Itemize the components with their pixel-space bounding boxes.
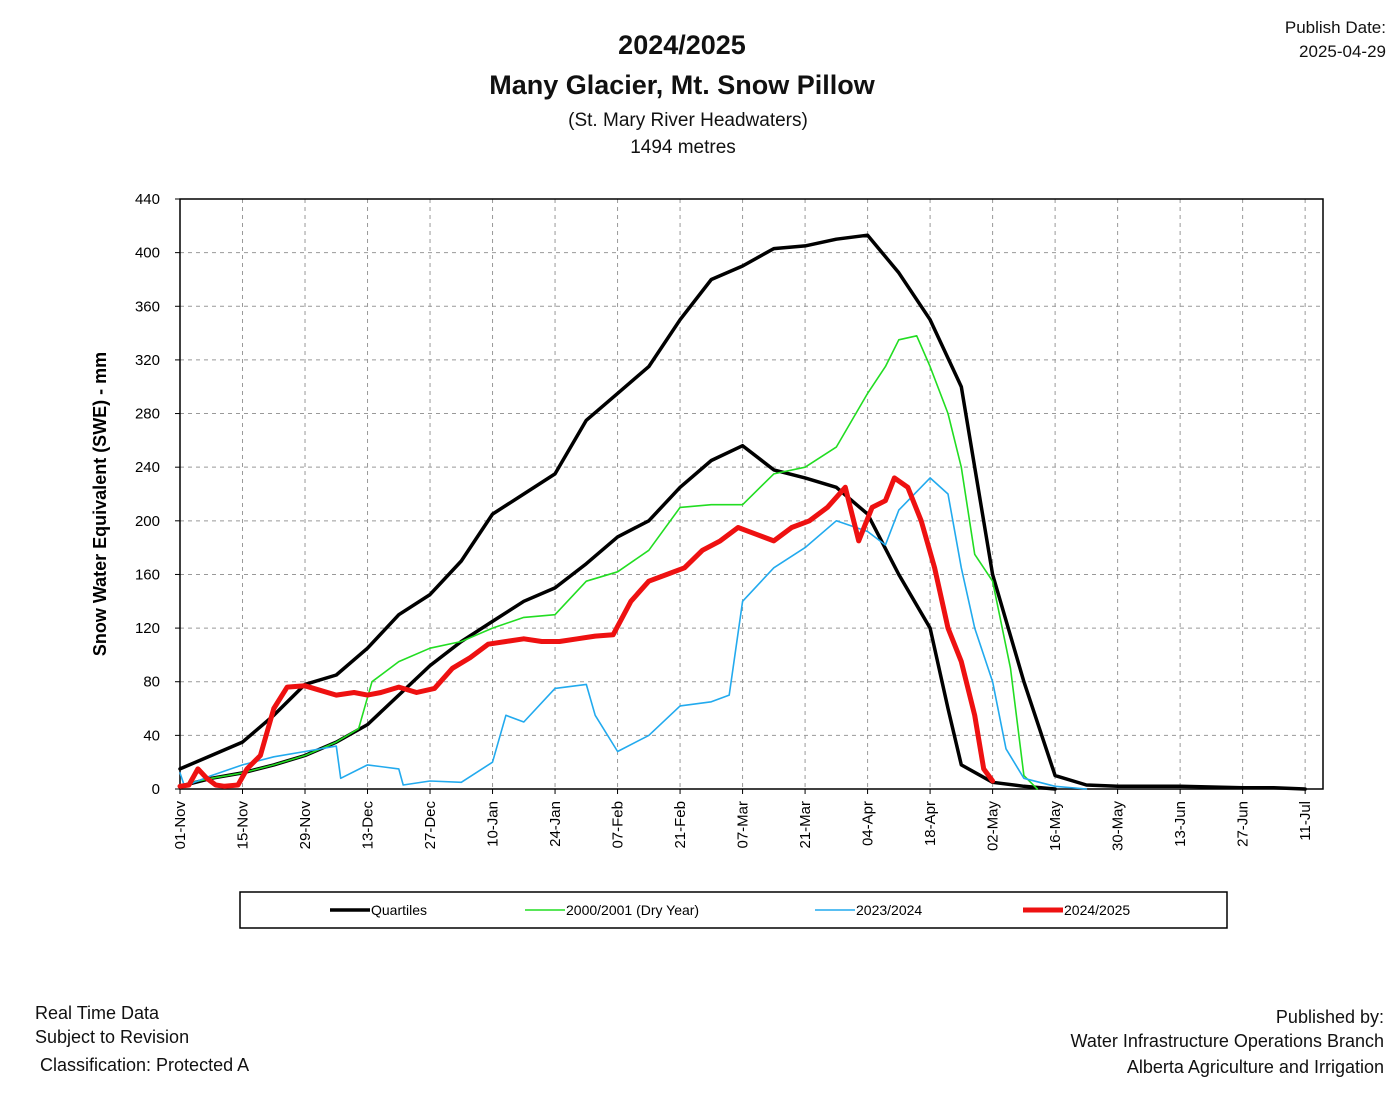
x-tick-label: 13-Dec <box>360 801 377 850</box>
y-tick-label: 200 <box>135 513 160 530</box>
series-line-dry-year <box>179 335 1039 790</box>
series-line-upper-quartile <box>178 233 1307 791</box>
series-line-last-year <box>179 477 1088 790</box>
y-tick-label: 280 <box>135 406 160 423</box>
legend-label: 2024/2025 <box>1064 902 1130 918</box>
chart-legend: Quartiles 2000/2001 (Dry Year) 2023/2024 20… <box>239 891 1228 929</box>
chart-subtitle-elevation: 1494 metres <box>630 137 736 158</box>
legend-label: 2000/2001 (Dry Year) <box>566 902 699 918</box>
footer-revision-note: Subject to Revision <box>35 1027 190 1047</box>
x-tick-label: 29-Nov <box>297 801 314 850</box>
x-tick-label: 07-Mar <box>735 801 752 849</box>
x-tick-label: 27-Jun <box>1235 801 1252 847</box>
x-tick-label: 15-Nov <box>235 801 252 850</box>
series-line-current <box>177 475 996 789</box>
x-tick-label: 13-Jun <box>1172 801 1189 847</box>
y-axis-label: Snow Water Equivalent (SWE) - mm <box>90 352 110 656</box>
legend-label: Quartiles <box>371 902 427 918</box>
x-tick-label: 10-Jan <box>485 801 502 847</box>
footer-published-by-label: Published by: <box>1275 1007 1384 1027</box>
legend-label: 2023/2024 <box>856 902 922 918</box>
chart-title-year: 2024/2025 <box>618 30 746 60</box>
x-tick-label: 27-Dec <box>422 801 439 850</box>
x-tick-label: 24-Jan <box>547 801 564 847</box>
chart-title-station: Many Glacier, Mt. Snow Pillow <box>489 70 875 100</box>
chart-series-group <box>177 233 1307 791</box>
y-tick-label: 400 <box>135 245 160 262</box>
x-tick-label: 07-Feb <box>610 801 627 849</box>
y-tick-label: 240 <box>135 459 160 476</box>
y-tick-label: 0 <box>152 781 160 798</box>
y-tick-label: 40 <box>143 727 160 744</box>
footer-ministry-name: Alberta Agriculture and Irrigation <box>1126 1057 1384 1077</box>
x-tick-label: 02-May <box>985 801 1002 852</box>
x-tick-label: 18-Apr <box>922 801 939 846</box>
chart-subtitle-basin: (St. Mary River Headwaters) <box>568 110 808 131</box>
footer-branch-name: Water Infrastructure Operations Branch <box>1070 1031 1384 1051</box>
x-tick-label: 11-Jul <box>1297 801 1314 841</box>
publish-date-label: Publish Date: <box>1284 18 1386 37</box>
y-tick-label: 120 <box>135 620 160 637</box>
x-tick-label: 21-Mar <box>797 801 814 849</box>
y-tick-label: 440 <box>135 191 160 208</box>
y-axis-ticks: 0 40 80 120 160 200 240 280 320 360 400 440 <box>135 191 180 798</box>
y-tick-label: 320 <box>135 352 160 369</box>
swe-line-chart: 0 40 80 120 160 200 240 280 320 360 400 440 01-Nov 1… <box>90 191 1324 929</box>
plot-area-frame <box>179 198 1324 790</box>
x-tick-label: 01-Nov <box>172 801 189 850</box>
y-tick-label: 80 <box>143 674 160 691</box>
footer-classification: Classification: Protected A <box>40 1055 250 1075</box>
publish-date-value: 2025-04-29 <box>1299 42 1386 61</box>
x-tick-label: 04-Apr <box>860 801 877 846</box>
y-tick-label: 360 <box>135 298 160 315</box>
chart-grid <box>180 199 1323 789</box>
x-tick-label: 21-Feb <box>672 801 689 849</box>
x-tick-label: 30-May <box>1110 801 1127 852</box>
x-axis-ticks: 01-Nov 15-Nov 29-Nov 13-Dec 27-Dec 10-Jan 24-J… <box>172 789 1314 851</box>
footer-realtime-note: Real Time Data <box>35 1003 160 1023</box>
y-tick-label: 160 <box>135 566 160 583</box>
x-tick-label: 16-May <box>1047 801 1064 852</box>
